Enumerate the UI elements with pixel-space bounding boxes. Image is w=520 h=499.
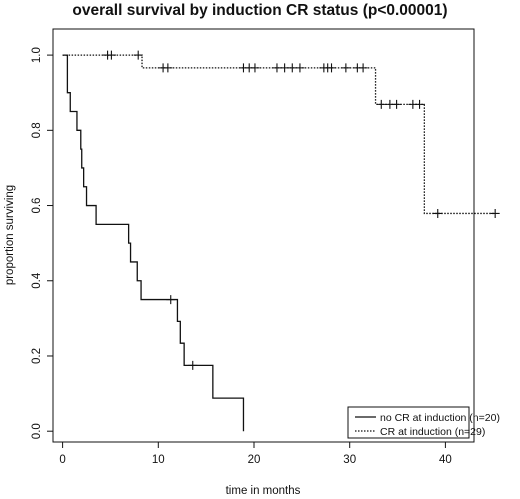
x-tick-label: 30 <box>343 454 356 466</box>
y-tick-label: 0.0 <box>31 423 43 439</box>
censor-mark <box>188 360 198 370</box>
plot-frame <box>52 28 475 443</box>
censor-mark <box>295 63 305 73</box>
x-tick-label: 40 <box>439 454 452 466</box>
censor-mark <box>133 50 143 60</box>
censor-mark <box>341 63 351 73</box>
censor-mark <box>272 63 282 73</box>
censor-mark <box>166 295 176 305</box>
legend: no CR at induction (n=20) CR at inductio… <box>347 406 500 439</box>
survival-curve-cr <box>62 54 496 215</box>
x-tick-label: 0 <box>59 454 65 466</box>
y-tick-label: 1.0 <box>31 47 43 63</box>
censor-mark <box>106 50 116 60</box>
censor-mark <box>327 63 337 73</box>
y-axis: 0.0 0.2 0.4 0.6 0.8 1.0 <box>31 47 54 439</box>
censor-mark <box>376 99 386 109</box>
censor-mark <box>287 63 297 73</box>
legend-label-cr: CR at induction (n=29) <box>380 426 485 438</box>
censor-mark <box>433 208 443 218</box>
censor-mark <box>250 63 260 73</box>
x-tick-label: 20 <box>248 454 261 466</box>
y-tick-label: 0.6 <box>31 198 43 214</box>
censor-mark <box>280 63 290 73</box>
y-tick-label: 0.2 <box>31 348 43 364</box>
series-layer <box>62 50 500 432</box>
legend-box <box>347 406 470 439</box>
x-axis: 0 10 20 30 40 <box>59 441 452 466</box>
censor-mark <box>415 99 425 109</box>
censor-mark <box>392 99 402 109</box>
censor-mark <box>358 63 368 73</box>
x-tick-label: 10 <box>152 454 165 466</box>
censor-mark <box>490 208 500 218</box>
x-axis-label: time in months <box>226 485 301 497</box>
censor-mark <box>163 63 173 73</box>
y-tick-label: 0.4 <box>31 272 43 289</box>
legend-label-no-cr: no CR at induction (n=20) <box>380 412 500 424</box>
chart-title: overall survival by induction CR status … <box>72 2 448 19</box>
y-axis-label: proportion surviving <box>4 185 16 285</box>
y-tick-label: 0.8 <box>31 122 43 138</box>
survival-curve-no-cr <box>62 54 245 432</box>
